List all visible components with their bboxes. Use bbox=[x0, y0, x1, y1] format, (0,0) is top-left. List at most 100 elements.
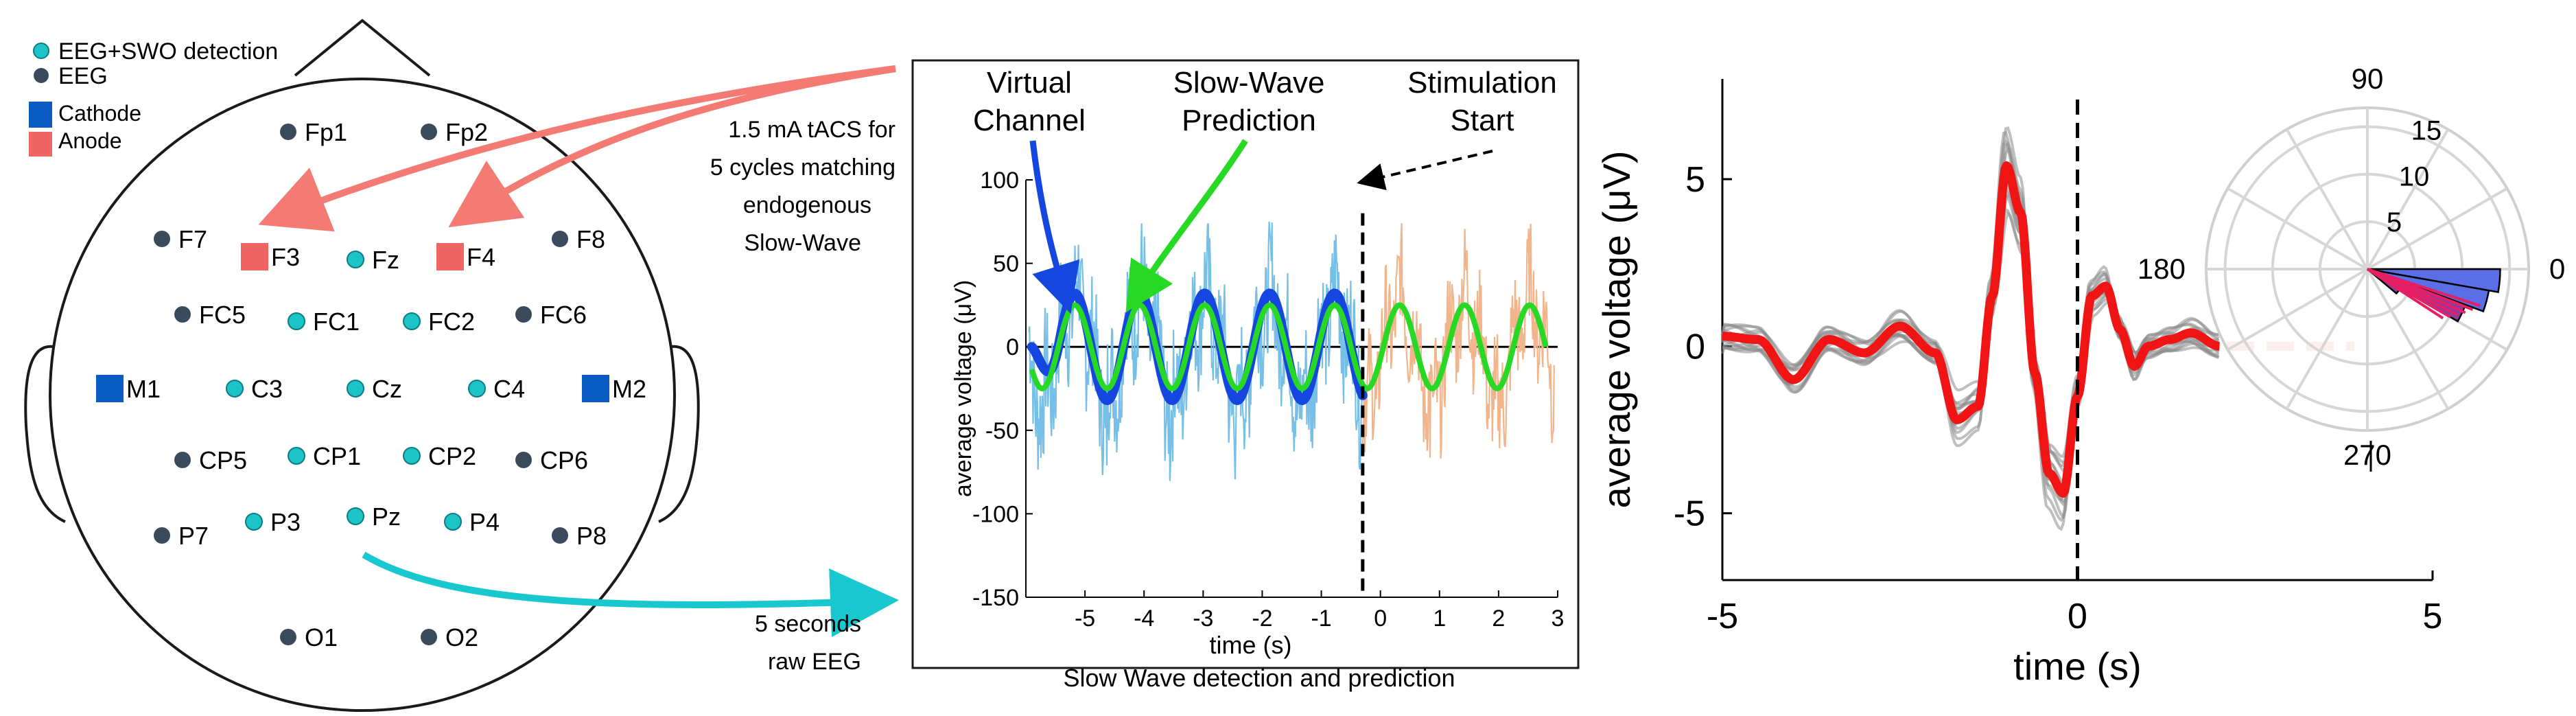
erp-trial-trace bbox=[1722, 164, 2219, 500]
erp-trial-trace bbox=[1722, 164, 2219, 487]
legend-eeg-marker bbox=[34, 68, 49, 83]
erp-x-axis-title: time (s) bbox=[2013, 645, 2142, 688]
electrode-fz-marker bbox=[347, 251, 364, 268]
electrode-c4-label: C4 bbox=[493, 375, 525, 403]
raw-eeg-annotation: 5 seconds raw EEG bbox=[755, 611, 861, 675]
erp-x-tick-label: 0 bbox=[2068, 597, 2087, 636]
electrode-o2-marker bbox=[421, 629, 437, 645]
tacs-text-line3: endogenous bbox=[743, 192, 871, 218]
erp-trial-trace bbox=[1722, 128, 2219, 517]
electrode-f4-label: F4 bbox=[467, 243, 495, 271]
electrode-cz-label: Cz bbox=[372, 375, 402, 403]
electrode-p7-label: P7 bbox=[178, 522, 209, 550]
mid-y-tick-label: 0 bbox=[1006, 334, 1019, 360]
electrode-cp2-marker bbox=[403, 448, 420, 464]
electrode-p3-label: P3 bbox=[270, 508, 301, 536]
mid-x-tick-label: -4 bbox=[1134, 605, 1154, 632]
mid-y-tick-label: 100 bbox=[980, 168, 1019, 194]
electrode-o1-marker bbox=[280, 629, 296, 645]
electrode-o2-label: O2 bbox=[445, 623, 478, 651]
mid-x-tick-label: 0 bbox=[1374, 605, 1387, 632]
electrode-fp1-label: Fp1 bbox=[305, 118, 347, 146]
electrode-fc2-label: FC2 bbox=[428, 308, 475, 336]
legend-cathode-label: Cathode bbox=[58, 101, 141, 126]
electrode-o1-label: O1 bbox=[305, 623, 338, 651]
mid-y-axis-title: average voltage (μV) bbox=[950, 280, 976, 497]
electrode-m2-marker bbox=[582, 375, 609, 402]
erp-y-tick-label: 0 bbox=[1685, 327, 1705, 367]
virtual-channel-label-2: Channel bbox=[973, 104, 1086, 137]
electrode-fc6-label: FC6 bbox=[540, 301, 587, 329]
erp-x-tick-label: -5 bbox=[1707, 597, 1738, 636]
legend-anode-label: Anode bbox=[58, 128, 122, 153]
rose-angle-label: 180 bbox=[2138, 253, 2186, 285]
legend-eeg-label: EEG bbox=[58, 63, 108, 89]
mid-y-tick-label: -150 bbox=[972, 585, 1019, 611]
erp-y-tick-label: -5 bbox=[1674, 494, 1705, 534]
legend-cathode-marker bbox=[29, 102, 52, 128]
prediction-label-1: Slow-Wave bbox=[1173, 66, 1325, 100]
mid-x-tick-label: 1 bbox=[1433, 605, 1446, 632]
erp-trial-trace bbox=[1722, 150, 2219, 501]
electrode-c3-marker bbox=[226, 380, 243, 397]
electrode-fp2-label: Fp2 bbox=[445, 118, 488, 146]
electrode-m2-label: M2 bbox=[612, 375, 646, 403]
legend-detection-label: EEG+SWO detection bbox=[58, 38, 278, 65]
mid-x-tick-label: 3 bbox=[1552, 605, 1565, 632]
electrode-cp6-marker bbox=[515, 452, 532, 468]
mid-x-tick-label: -1 bbox=[1311, 605, 1331, 632]
erp-trial-trace bbox=[1722, 141, 2219, 520]
erp-mean-trace bbox=[1722, 166, 2220, 494]
electrode-f7-marker bbox=[154, 231, 170, 247]
tacs-text-line2: 5 cycles matching bbox=[710, 154, 895, 181]
electrode-c3-label: C3 bbox=[251, 375, 283, 403]
slow-wave-caption: Slow Wave detection and prediction bbox=[1064, 664, 1455, 692]
raw-eeg-text-line1: 5 seconds bbox=[755, 611, 861, 637]
rose-radial-label: 5 bbox=[2387, 207, 2402, 238]
electrode-fc2-marker bbox=[403, 313, 420, 330]
electrode-f7-label: F7 bbox=[178, 225, 207, 253]
electrode-f8-label: F8 bbox=[576, 225, 605, 253]
mid-y-tick-label: -100 bbox=[972, 501, 1019, 527]
stimulation-label-1: Stimulation bbox=[1407, 66, 1557, 100]
mid-x-tick-label: 2 bbox=[1492, 605, 1505, 632]
slow-wave-panel: -150 -100 -50 0 50 100 -5 -4 -3 -2 -1 0 1 2 3 time (s) a… bbox=[913, 60, 1578, 692]
prediction-label-2: Prediction bbox=[1182, 104, 1316, 137]
erp-x-tick-label: 5 bbox=[2423, 597, 2443, 636]
electrode-cp5-label: CP5 bbox=[199, 446, 247, 474]
erp-trial-trace bbox=[1722, 195, 2219, 465]
rose-angle-label: 90 bbox=[2352, 62, 2384, 95]
electrode-fc5-label: FC5 bbox=[199, 301, 246, 329]
electrode-f8-marker bbox=[552, 231, 568, 247]
electrode-f4-marker bbox=[436, 243, 464, 270]
virtual-channel-label-1: Virtual bbox=[987, 66, 1072, 100]
electrode-p8-marker bbox=[552, 527, 568, 544]
electrode-fc5-marker bbox=[174, 306, 191, 323]
erp-y-tick-label: 5 bbox=[1685, 160, 1705, 200]
electrode-cp2-label: CP2 bbox=[428, 442, 476, 470]
head-nose bbox=[295, 21, 430, 76]
mid-x-tick-label: -3 bbox=[1193, 605, 1213, 632]
erp-trial-trace bbox=[1722, 181, 2219, 483]
mid-x-tick-label: -5 bbox=[1075, 605, 1095, 632]
electrode-m1-label: M1 bbox=[126, 375, 161, 403]
mid-x-axis-title: time (s) bbox=[1210, 631, 1292, 659]
electrode-fc1-marker bbox=[288, 313, 305, 330]
electrode-p8-label: P8 bbox=[576, 522, 607, 550]
mid-y-tick-label: -50 bbox=[985, 418, 1019, 444]
erp-trial-trace bbox=[1722, 132, 2219, 529]
tacs-text-line1: 1.5 mA tACS for bbox=[728, 117, 895, 143]
electrode-p7-marker bbox=[154, 527, 170, 544]
electrode-cz-marker bbox=[347, 380, 364, 397]
tacs-annotation: 1.5 mA tACS for 5 cycles matching endoge… bbox=[710, 117, 895, 256]
rose-angle-label: 270 bbox=[2343, 439, 2391, 471]
erp-trial-trace bbox=[1722, 174, 2219, 492]
electrode-m1-marker bbox=[96, 375, 124, 402]
electrode-fc1-label: FC1 bbox=[313, 308, 360, 336]
rose-radial-label: 10 bbox=[2399, 161, 2430, 192]
electrode-pz-marker bbox=[347, 508, 364, 524]
electrode-p4-marker bbox=[445, 513, 461, 530]
erp-y-axis-title: average voltage (μV) bbox=[1595, 151, 1638, 509]
electrode-f3-marker bbox=[241, 243, 268, 270]
